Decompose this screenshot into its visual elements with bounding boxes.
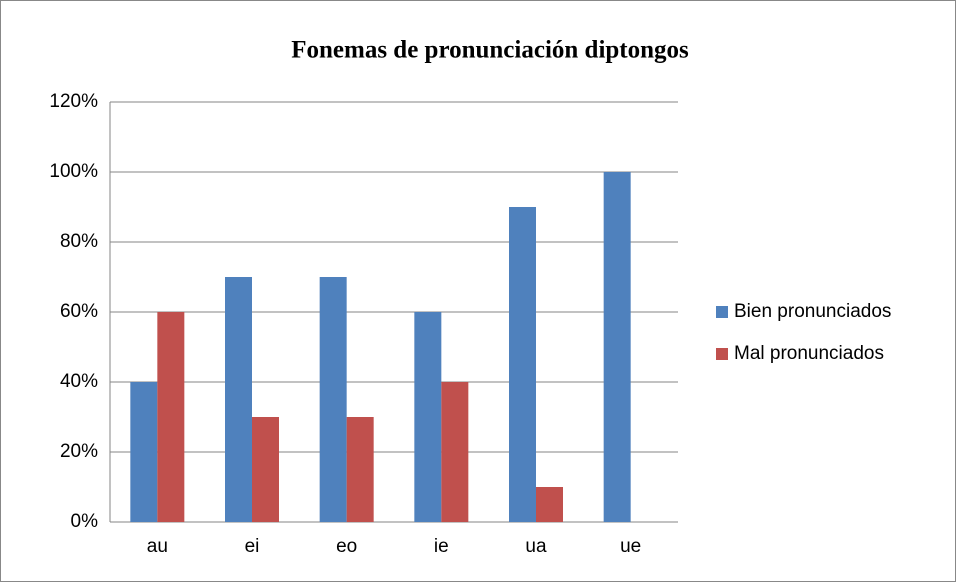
y-tick-label: 120% [49,91,98,112]
bar [414,312,442,522]
bar [603,172,631,522]
y-tick-label: 100% [49,161,98,182]
bar [509,207,536,522]
x-tick-label: ue [620,536,641,557]
bar [441,382,469,522]
y-tick-label: 20% [60,441,98,462]
x-tick-label: eo [336,536,357,557]
legend-swatch [716,306,728,318]
legend-label: Bien pronunciados [734,301,891,322]
y-tick-label: 80% [60,231,98,252]
bar [346,417,374,522]
x-tick-label: ua [525,536,547,557]
x-tick-label: ie [434,536,449,557]
bar [130,382,158,522]
y-tick-label: 60% [60,301,98,322]
y-tick-label: 40% [60,371,98,392]
y-tick-label: 0% [71,511,99,532]
x-tick-label: au [147,536,168,557]
legend-swatch [716,348,728,360]
bar [225,277,252,522]
bar [157,312,185,522]
bar [319,277,347,522]
chart-title: Fonemas de pronunciación diptongos [291,37,689,64]
bar [252,417,279,522]
legend-label: Mal pronunciados [734,343,884,364]
x-tick-label: ei [245,536,260,557]
bar [536,487,563,522]
